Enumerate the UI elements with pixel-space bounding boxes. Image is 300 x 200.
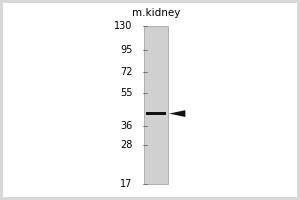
Text: 55: 55 (120, 88, 132, 98)
Text: 130: 130 (114, 21, 132, 31)
Text: 28: 28 (120, 140, 132, 150)
FancyBboxPatch shape (3, 3, 297, 197)
Text: 95: 95 (120, 45, 132, 55)
Text: m.kidney: m.kidney (132, 8, 180, 18)
FancyBboxPatch shape (146, 112, 166, 115)
Polygon shape (169, 110, 185, 117)
Text: 72: 72 (120, 67, 132, 77)
FancyBboxPatch shape (144, 26, 168, 184)
Text: 17: 17 (120, 179, 132, 189)
Text: 36: 36 (120, 121, 132, 131)
